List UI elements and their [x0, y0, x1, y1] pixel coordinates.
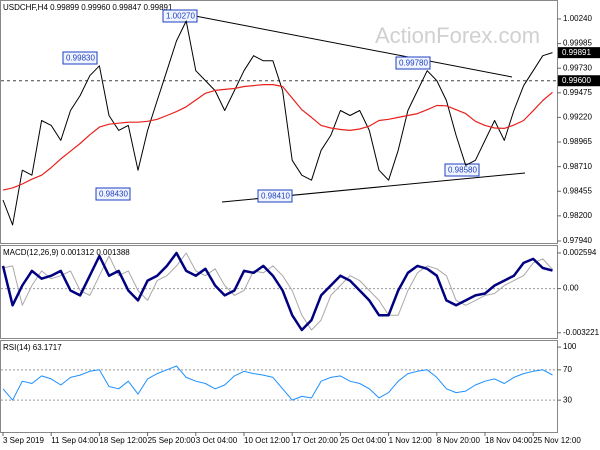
trend-line — [189, 14, 513, 78]
y-tick-label: 0.97940 — [563, 236, 592, 245]
annotation: 1.00270 — [166, 12, 195, 21]
annotation: 0.99780 — [399, 59, 428, 68]
line-series — [2, 252, 553, 331]
y-tick-label: 70 — [563, 365, 572, 374]
line-series — [1, 251, 553, 332]
y-tick-label: 0.99220 — [563, 113, 592, 122]
y-tick-label: 0.99985 — [563, 39, 592, 48]
macd-panel — [0, 245, 558, 339]
x-tick-label: 10 Oct 12:00 — [244, 436, 290, 445]
line-series — [2, 20, 553, 226]
rsi-panel — [0, 340, 558, 433]
annotation: 0.98430 — [99, 190, 128, 199]
annotation-box — [395, 56, 431, 70]
chart-title: USDCHF,H4 0.99899 0.99960 0.99847 0.9989… — [3, 3, 173, 12]
price-label: 0.99891 — [562, 48, 591, 57]
x-tick-label: 18 Sep 12:00 — [99, 436, 147, 445]
macd-title: MACD(12,26,9) 0.001312 0.001388 — [3, 248, 130, 257]
annotation-box — [95, 187, 131, 201]
price-label: 0.99600 — [562, 76, 591, 85]
price-label-box — [558, 75, 600, 87]
y-tick-label: 0.002594 — [563, 248, 597, 257]
annotation: 0.98410 — [261, 192, 290, 201]
x-tick-label: 18 Nov 04:00 — [485, 436, 533, 445]
x-tick-label: 25 Sep 20:00 — [148, 436, 196, 445]
y-tick-label: 0.99730 — [563, 63, 592, 72]
y-tick-label: 30 — [563, 395, 572, 404]
x-tick-label: 11 Sep 04:00 — [51, 436, 99, 445]
x-tick-label: 1 Nov 12:00 — [389, 436, 433, 445]
y-tick-label: 0.98710 — [563, 162, 592, 171]
y-tick-label: -0.003221 — [563, 328, 600, 337]
y-tick-label: 100 — [563, 342, 577, 351]
x-tick-label: 3 Sep 2019 — [3, 436, 44, 445]
annotation-box — [62, 51, 98, 65]
x-tick-label: 3 Oct 04:00 — [196, 436, 238, 445]
y-tick-label: 1.00240 — [563, 14, 592, 23]
y-tick-label: 0.98455 — [563, 186, 592, 195]
x-tick-label: 17 Oct 20:00 — [292, 436, 338, 445]
x-tick-label: 8 Nov 20:00 — [437, 436, 481, 445]
y-tick-label: 0.99475 — [563, 88, 592, 97]
price-label-box — [558, 47, 600, 59]
x-tick-label: 25 Nov 12:00 — [533, 436, 581, 445]
line-series — [2, 365, 553, 401]
y-tick-label: 0.98965 — [563, 137, 592, 146]
watermark: ActionForex.com — [375, 23, 540, 48]
annotation-box — [444, 163, 480, 177]
price-panel — [0, 0, 558, 244]
annotation: 0.98580 — [448, 166, 477, 175]
annotation-box — [162, 9, 198, 23]
annotation: 0.99830 — [66, 54, 95, 63]
line-series — [2, 84, 553, 191]
rsi-title: RSI(14) 63.1717 — [3, 343, 62, 352]
y-tick-label: 0.00 — [563, 284, 579, 293]
x-tick-label: 25 Oct 04:00 — [340, 436, 386, 445]
annotation-box — [257, 189, 293, 203]
y-tick-label: 0.98200 — [563, 211, 592, 220]
